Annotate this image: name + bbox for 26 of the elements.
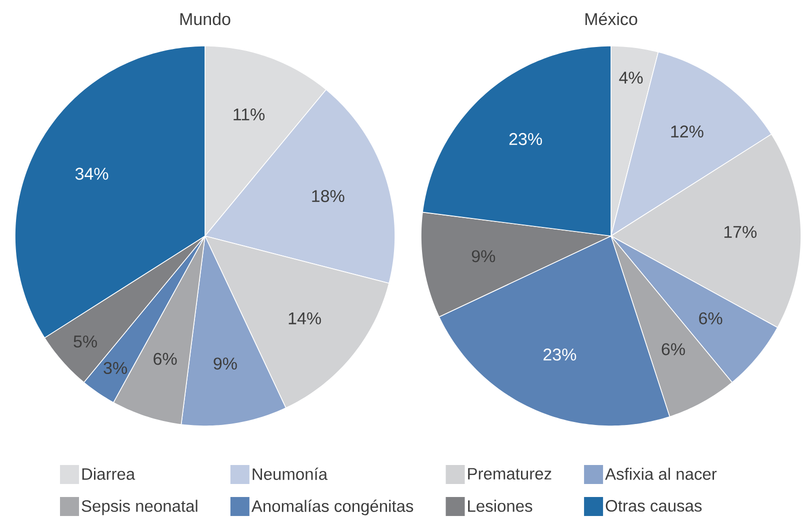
data-label: 9% [472,250,496,262]
data-label: 18% [312,190,344,202]
data-label: 5% [74,336,97,348]
legend-label: Asfixia al nacer [605,468,717,480]
data-label: 9% [214,358,237,370]
data-label: 23% [509,133,542,146]
data-label: 12% [671,125,704,138]
legend-label: Prematurez [468,468,552,480]
data-label: 17% [724,226,757,238]
legend-label: Otras causas [606,500,702,512]
legend-label: Neumonía [252,468,328,480]
data-label: 3% [104,362,127,374]
data-label: 14% [288,312,321,324]
data-label: 11% [234,108,265,120]
data-label: 6% [662,343,685,356]
legend-label: Diarrea [82,468,136,480]
legend-label: Anomalías congénitas [251,500,414,516]
chart-title: México [585,12,638,26]
data-label: 6% [699,312,722,324]
data-label: 23% [544,348,576,361]
chart-title: Mundo [180,12,230,26]
data-label: 34% [75,168,108,180]
legend-label: Lesiones [468,500,532,512]
data-label: 6% [154,352,177,365]
data-label: 4% [619,72,643,84]
legend-label: Sepsis neonatal [82,500,198,516]
